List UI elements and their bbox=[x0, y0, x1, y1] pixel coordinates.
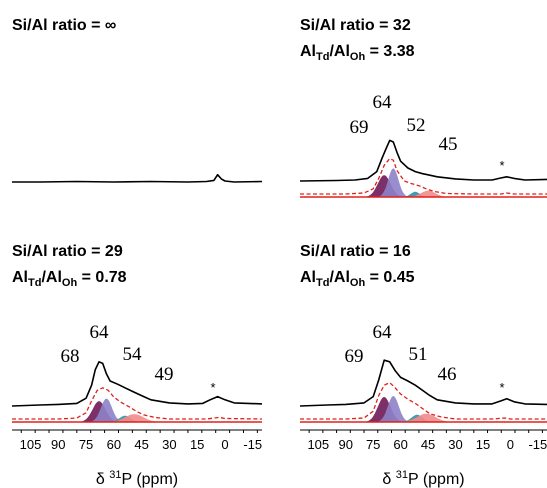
panel-subtitle: AlTd/AlOh = 0.45 bbox=[300, 269, 415, 289]
peak-label: 64 bbox=[90, 322, 110, 343]
x-tick-label: 15 bbox=[476, 437, 490, 452]
x-tick-label: 45 bbox=[134, 437, 148, 452]
panel-3: Si/Al ratio = 29 AlTd/AlOh = 0.78 68 64 54 49… bbox=[11, 243, 263, 488]
x-tick-label: 15 bbox=[190, 437, 204, 452]
panel-subtitle: AlTd/AlOh = 3.38 bbox=[300, 43, 415, 63]
x-tick-label: -15 bbox=[528, 437, 547, 452]
x-tick-label: 0 bbox=[221, 437, 228, 452]
peak-label: 49 bbox=[155, 364, 174, 385]
x-tick-label: 105 bbox=[20, 437, 42, 452]
peak-label: 69 bbox=[345, 346, 364, 367]
peak-label: 45 bbox=[439, 134, 458, 155]
component-peak-4 bbox=[106, 414, 162, 422]
x-tick-label: 75 bbox=[366, 437, 380, 452]
x-tick-label: 60 bbox=[393, 437, 407, 452]
x-tick-label: 0 bbox=[507, 437, 514, 452]
x-tick-label: 90 bbox=[339, 437, 353, 452]
x-tick-label: 90 bbox=[51, 437, 65, 452]
x-tick-label: 30 bbox=[448, 437, 462, 452]
x-tick-label: 45 bbox=[421, 437, 435, 452]
panel-title: Si/Al ratio = 32 bbox=[300, 17, 411, 34]
component-peak-2 bbox=[377, 168, 409, 197]
x-tick-label: 105 bbox=[307, 437, 329, 452]
x-tick-label: 30 bbox=[162, 437, 176, 452]
peak-label: 52 bbox=[407, 115, 426, 136]
sideband-marker: * bbox=[499, 380, 504, 395]
panel-title: Si/Al ratio = ∞ bbox=[12, 17, 116, 34]
component-peak-4 bbox=[406, 190, 451, 197]
x-tick-label: -15 bbox=[243, 437, 262, 452]
peak-label: 69 bbox=[350, 117, 369, 138]
x-tick-label: 75 bbox=[79, 437, 93, 452]
peak-label: 68 bbox=[61, 346, 80, 367]
spectrum-line bbox=[299, 139, 547, 182]
fit-envelope bbox=[12, 387, 263, 420]
peak-label: 64 bbox=[373, 92, 393, 113]
peak-label: 54 bbox=[123, 344, 143, 365]
sideband-marker: * bbox=[499, 158, 504, 173]
spectrum-line bbox=[11, 360, 263, 407]
peak-label: 64 bbox=[373, 322, 393, 343]
panel-title: Si/Al ratio = 16 bbox=[300, 243, 411, 260]
x-tick-label: 60 bbox=[107, 437, 121, 452]
component-peak-2 bbox=[89, 398, 124, 422]
spectrum-line bbox=[12, 173, 263, 183]
spectrum-line bbox=[299, 359, 547, 407]
fit-envelope bbox=[300, 381, 547, 420]
x-axis-title: δ 31P (ppm) bbox=[382, 469, 464, 488]
component-peak-2 bbox=[376, 396, 410, 422]
fit-envelope bbox=[300, 157, 547, 195]
panel-4: Si/Al ratio = 16 AlTd/AlOh = 0.45 69 64 51 46… bbox=[299, 243, 547, 488]
x-axis-title: δ 31P (ppm) bbox=[96, 469, 178, 488]
peak-label: 51 bbox=[409, 344, 428, 365]
peak-label: 46 bbox=[438, 364, 457, 385]
component-peak-4 bbox=[398, 413, 454, 422]
panel-1: Si/Al ratio = ∞ bbox=[12, 17, 263, 183]
panel-subtitle: AlTd/AlOh = 0.78 bbox=[12, 269, 127, 289]
sideband-marker: * bbox=[210, 380, 215, 395]
panel-title: Si/Al ratio = 29 bbox=[12, 243, 123, 260]
